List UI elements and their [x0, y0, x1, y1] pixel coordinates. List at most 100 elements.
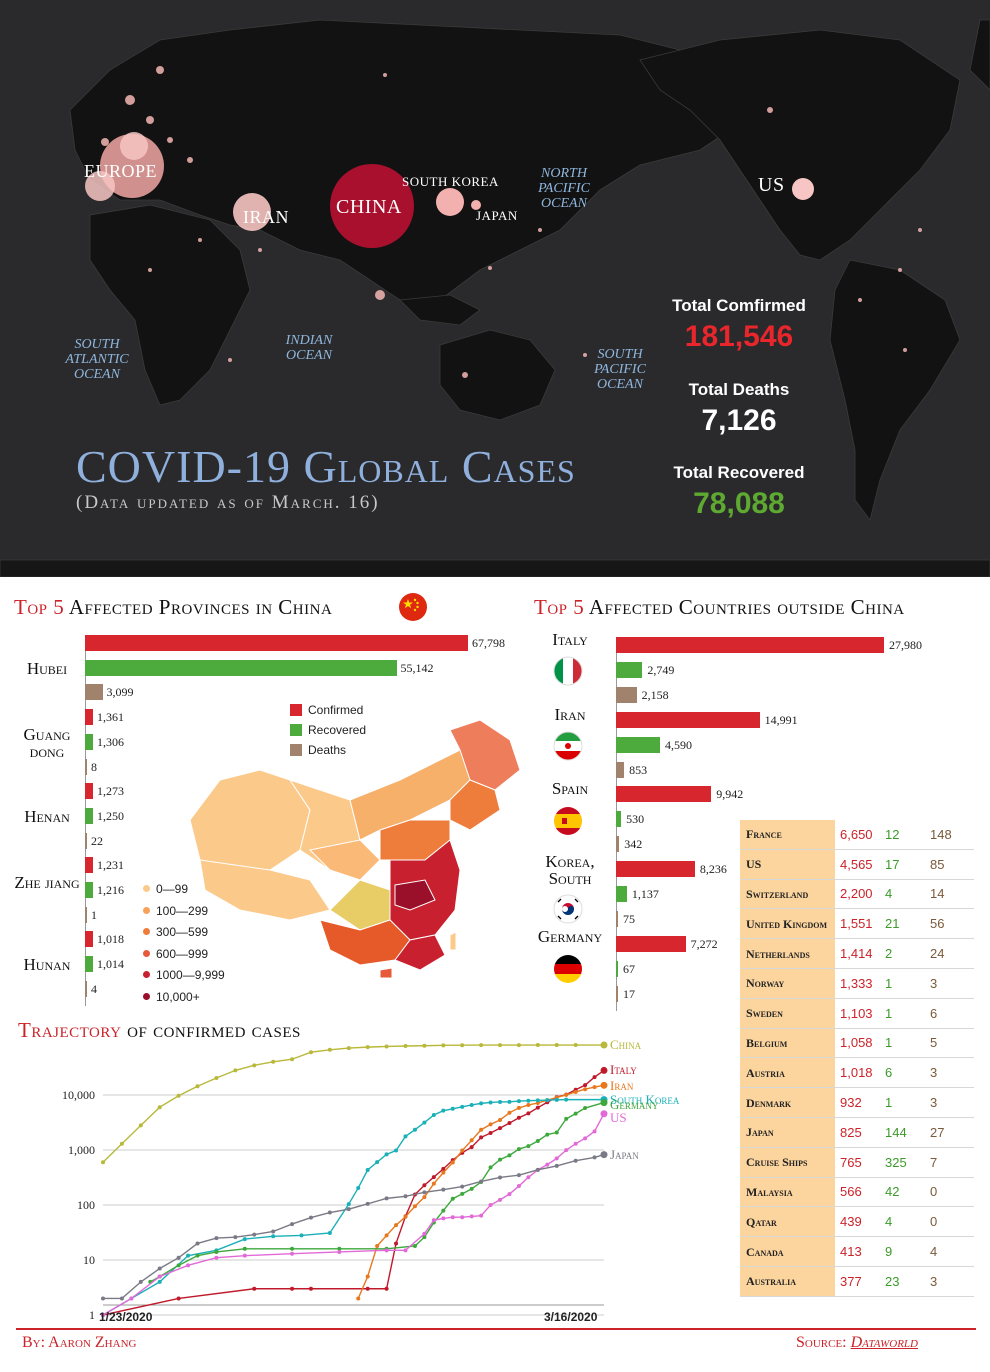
total-deaths-label: Total Deaths	[688, 380, 790, 399]
footer-source: Source: Dataworld	[796, 1334, 918, 1352]
trajectory-point	[592, 1155, 597, 1160]
table-country-name: Norway	[740, 969, 835, 998]
trajectory-point	[498, 1157, 503, 1162]
table-deaths: 5	[930, 1035, 938, 1051]
footer-divider	[16, 1328, 976, 1330]
trajectory-point	[573, 1141, 578, 1146]
trajectory-point	[403, 1248, 408, 1253]
table-country-name: Denmark	[740, 1088, 835, 1117]
provinces-title-text: Affected Provinces in China	[68, 595, 333, 619]
trajectory-point	[403, 1194, 408, 1199]
trajectory-point	[573, 1043, 578, 1048]
trajectory-point	[242, 1253, 247, 1258]
trajectory-point	[488, 1203, 493, 1207]
table-recovered: 144	[885, 1124, 907, 1140]
trajectory-point	[365, 1286, 370, 1291]
trajectory-series-line	[149, 1101, 605, 1283]
region-label-japan: JAPAN	[476, 208, 518, 223]
trajectory-point	[242, 1237, 247, 1242]
total-recovered-value: 78,088	[693, 487, 785, 520]
province-bar-value: 1,216	[97, 883, 124, 897]
table-row: Australia 377 23 3	[740, 1267, 974, 1297]
country-bar-value: 67	[623, 961, 635, 976]
trajectory-point	[431, 1112, 436, 1117]
trajectory-point	[186, 1263, 191, 1268]
trajectory-point	[441, 1216, 446, 1221]
footer-source-link[interactable]: Dataworld	[850, 1334, 918, 1351]
china-bubble	[330, 164, 414, 248]
trajectory-end-point	[600, 1110, 608, 1118]
trajectory-point	[479, 1101, 484, 1106]
trajectory-point	[327, 1210, 332, 1215]
trajectory-point	[346, 1207, 351, 1212]
country-bar	[616, 935, 686, 952]
country-bar-value: 1,137	[631, 887, 659, 901]
province-bar-value: 67,798	[472, 636, 505, 650]
trajectory-point	[384, 1286, 389, 1291]
trajectory-point	[498, 1197, 503, 1202]
world-map-graphic	[0, 19, 990, 577]
trajectory-point	[403, 1214, 408, 1219]
trajectory-point	[365, 1167, 370, 1172]
antarctica-edge	[0, 559, 990, 577]
trajectory-point	[157, 1279, 162, 1284]
province-label: Henan	[24, 806, 70, 826]
trajectory-point	[422, 1235, 427, 1240]
table-row: Norway 1,333 1 3	[740, 969, 974, 999]
trajectory-point	[460, 1150, 465, 1155]
province-bar-value: 55,142	[400, 660, 434, 675]
trajectory-end-point	[600, 1151, 608, 1159]
trajectory-point	[403, 1043, 408, 1048]
total-deaths-value: 7,126	[701, 404, 777, 437]
trajectory-point	[129, 1296, 134, 1301]
trajectory-point	[375, 1243, 380, 1248]
trajectory-end-label: Japan	[610, 1146, 639, 1162]
table-deaths: 85	[930, 856, 945, 872]
country-bar-value: 75	[623, 911, 635, 926]
ocean-label-indian: INDIAN OCEAN	[285, 333, 333, 363]
trajectory-point	[498, 1099, 503, 1104]
trajectory-point	[290, 1057, 295, 1062]
trajectory-point	[441, 1043, 446, 1048]
trajectory-point	[554, 1130, 559, 1135]
trajectory-point	[441, 1166, 446, 1171]
country-bar	[616, 910, 618, 927]
page-subtitle: (Data updated as of March. 16)	[76, 492, 380, 513]
trajectory-point	[422, 1183, 427, 1188]
trajectory-point	[450, 1215, 455, 1220]
europe-bubble	[100, 134, 164, 198]
trajectory-end-label: Italy	[610, 1062, 637, 1078]
trajectory-point	[507, 1121, 512, 1126]
trajectory-point	[526, 1098, 531, 1103]
trajectory-point	[516, 1173, 521, 1178]
germany-flag-icon	[554, 955, 582, 983]
trajectory-point	[479, 1213, 484, 1218]
table-country-name: Belgium	[740, 1028, 835, 1058]
province-bar	[85, 733, 93, 750]
trajectory-point	[337, 1249, 342, 1254]
trajectory-point	[214, 1075, 219, 1080]
trajectory-point	[271, 1229, 276, 1234]
trajectory-point	[479, 1179, 484, 1184]
trajectory-point	[441, 1187, 446, 1192]
trajectory-end-point	[600, 1081, 608, 1089]
region-hainan	[379, 967, 393, 979]
trajectory-point	[101, 1296, 105, 1301]
trajectory-point	[535, 1043, 540, 1048]
table-deaths: 148	[930, 826, 952, 842]
trajectory-point	[195, 1084, 200, 1089]
country-bar	[616, 985, 618, 1002]
province-bar	[85, 659, 397, 676]
province-bar-value: 1,361	[97, 710, 124, 725]
trajectory-series-line	[103, 1153, 605, 1300]
scale-dot	[143, 949, 150, 957]
italy-flag-icon	[553, 656, 583, 686]
trajectory-point	[526, 1103, 531, 1108]
province-bar	[85, 956, 93, 973]
province-bar-value: 1,014	[97, 957, 124, 972]
trajectory-series-line	[102, 1113, 605, 1316]
south-america-landmass	[829, 259, 961, 521]
trajectory-point	[157, 1274, 162, 1279]
country-bar	[616, 736, 660, 753]
trajectory-point	[365, 1274, 370, 1279]
